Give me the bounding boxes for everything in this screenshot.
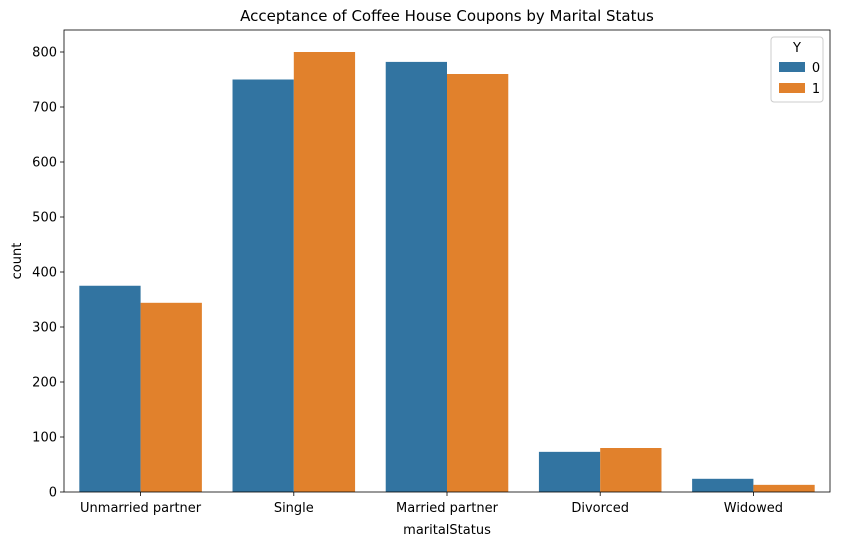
bar-single-y0 [232,79,294,492]
y-tick-label: 200 [32,376,57,391]
y-tick-label: 700 [32,101,57,116]
y-tick-label: 600 [32,156,57,171]
x-tick-label: Unmarried partner [80,501,202,516]
legend-label-0: 0 [812,61,820,76]
bar-single-y1 [293,52,356,492]
y-axis: 0 100 200 300 400 500 600 700 800 [32,46,64,501]
y-tick-label: 0 [49,486,57,501]
legend-swatch-1 [779,83,805,93]
y-tick-label: 300 [32,321,57,336]
x-axis-label: maritalStatus [403,523,491,538]
x-tick-label: Divorced [571,501,629,516]
bar-widowed-y0 [692,478,754,492]
legend-label-1: 1 [812,82,820,97]
bar-widowed-y1 [753,484,815,492]
y-axis-label: count [10,243,25,280]
bar-married-partner-y0 [385,61,447,493]
y-tick-label: 800 [32,46,57,61]
bar-divorced-y1 [600,448,662,492]
bar-married-partner-y1 [447,74,509,492]
chart-title: Acceptance of Coffee House Coupons by Ma… [240,7,654,25]
legend: Y 0 1 [770,36,824,103]
x-tick-label: Married partner [396,501,499,516]
y-tick-label: 100 [32,431,57,446]
legend-title: Y [792,41,801,56]
plot-frame [63,29,831,493]
bars-group [79,52,815,493]
y-tick-label: 400 [32,266,57,281]
bar-unmarried-partner-y0 [79,285,141,492]
x-axis: Unmarried partner Single Married partner Di… [80,492,783,516]
legend-swatch-0 [779,62,805,72]
x-tick-label: Widowed [724,501,783,516]
bar-unmarried-partner-y1 [140,302,202,492]
y-tick-label: 500 [32,211,57,226]
x-tick-label: Single [274,501,314,516]
bar-divorced-y0 [538,451,601,492]
